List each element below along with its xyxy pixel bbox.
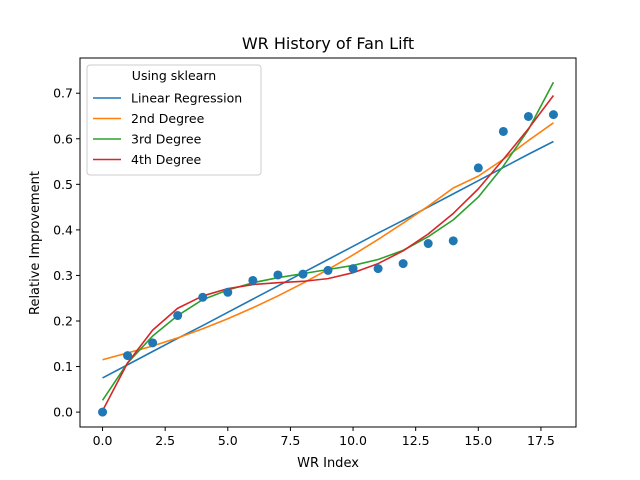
data-point: [348, 264, 358, 274]
y-axis: 0.0 0.1 0.2 0.3 0.4 0.5 0.6 0.7: [53, 86, 80, 420]
y-tick-label: 0.4: [53, 222, 73, 237]
x-tick-label: 10.0: [339, 433, 367, 448]
legend-box: [86, 64, 262, 176]
y-tick-label: 0.1: [53, 359, 73, 374]
plot-frame: [79, 57, 577, 428]
data-point: [548, 110, 558, 120]
data-point: [273, 270, 283, 280]
data-point: [448, 236, 458, 246]
data-point: [198, 292, 208, 302]
data-point: [498, 126, 508, 136]
data-point: [398, 259, 408, 269]
data-point: [248, 275, 258, 285]
y-tick-label: 0.7: [53, 86, 73, 101]
x-tick-label: 7.5: [280, 433, 300, 448]
x-axis: 0.0 2.5 5.0 7.5 10.0 12.5 15.0 17.5: [93, 427, 555, 448]
chart-title: WR History of Fan Lift: [242, 34, 414, 53]
y-tick-label: 0.6: [53, 131, 73, 146]
data-point: [148, 338, 158, 348]
legend: Using sklearn Linear Regression 2nd Degre…: [86, 64, 262, 176]
data-point: [523, 111, 533, 121]
data-point: [173, 311, 183, 321]
data-point: [373, 264, 383, 274]
data-point: [423, 239, 433, 249]
x-tick-label: 0.0: [93, 433, 113, 448]
x-tick-label: 5.0: [218, 433, 238, 448]
x-axis-label: WR Index: [297, 456, 359, 471]
data-point: [323, 265, 333, 275]
data-point: [98, 407, 108, 417]
legend-label-2nd-degree: 2nd Degree: [131, 111, 205, 126]
legend-label-3rd-degree: 3rd Degree: [131, 132, 202, 147]
legend-label-4th-degree: 4th Degree: [131, 152, 202, 167]
x-tick-label: 15.0: [464, 433, 492, 448]
y-axis-label: Relative Improvement: [28, 171, 43, 315]
legend-label-linear-regression: Linear Regression: [131, 91, 242, 106]
data-point: [473, 163, 483, 173]
data-point: [223, 287, 233, 297]
y-tick-label: 0.0: [53, 405, 73, 420]
y-tick-label: 0.3: [53, 268, 73, 283]
data-point: [123, 351, 133, 361]
x-tick-label: 2.5: [155, 433, 175, 448]
x-tick-label: 12.5: [402, 433, 430, 448]
y-tick-label: 0.2: [53, 313, 73, 328]
x-tick-label: 17.5: [527, 433, 555, 448]
legend-title: Using sklearn: [132, 68, 216, 83]
y-tick-label: 0.5: [53, 177, 73, 192]
data-point: [298, 269, 308, 279]
series-line-4th-degree: [101, 95, 555, 412]
plot-area: [98, 81, 558, 417]
